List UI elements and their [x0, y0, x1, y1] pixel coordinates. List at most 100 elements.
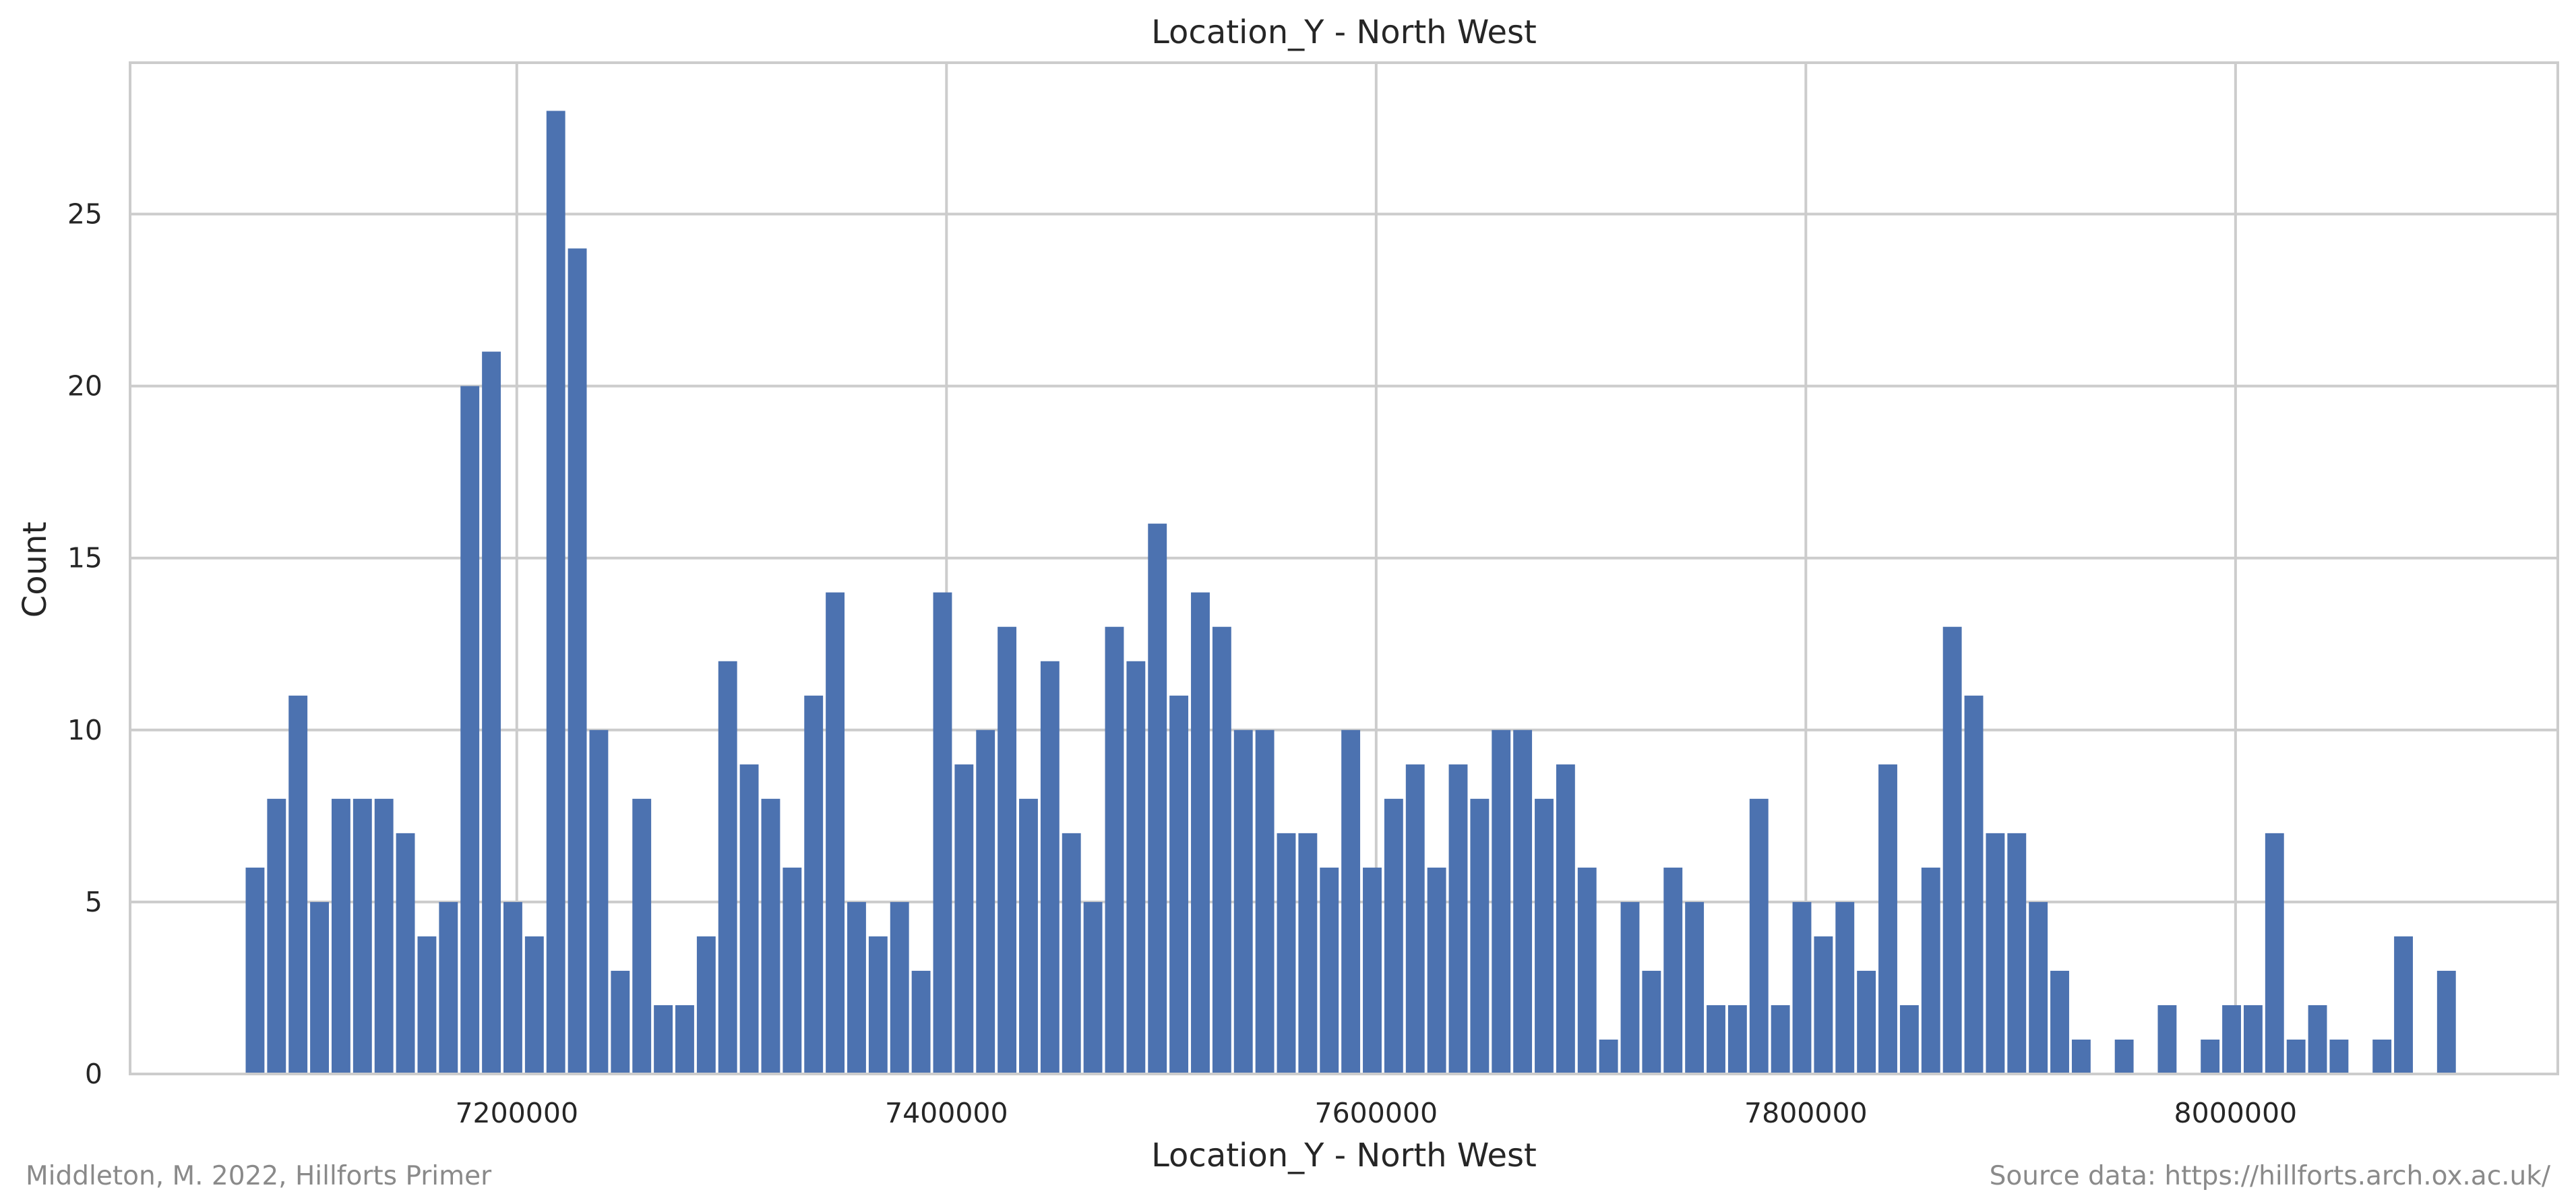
histogram-bars — [245, 111, 2456, 1074]
histogram-bar — [1878, 764, 1897, 1074]
histogram-bar — [352, 798, 372, 1074]
histogram-bar — [911, 970, 931, 1074]
histogram-bar — [568, 248, 587, 1074]
histogram-bar — [2050, 970, 2069, 1074]
histogram-bar — [2029, 901, 2048, 1074]
y-tick-labels: 0 5 10 15 20 25 — [67, 198, 102, 1090]
histogram-bar — [524, 936, 544, 1074]
histogram-bar — [503, 901, 522, 1074]
histogram-bar — [1986, 833, 2005, 1074]
histogram-bar — [826, 592, 845, 1074]
histogram-bar — [1942, 626, 1962, 1074]
histogram-bar — [675, 1005, 694, 1074]
y-axis-label: Count — [16, 522, 54, 618]
histogram-bar — [1921, 867, 1940, 1074]
histogram-bar — [1535, 798, 1554, 1074]
histogram-bar — [654, 1005, 673, 1074]
histogram-bar — [589, 729, 609, 1074]
histogram-bar — [1341, 729, 1361, 1074]
y-tick-label: 5 — [85, 886, 102, 918]
histogram-bar — [976, 729, 995, 1074]
histogram-bar — [890, 901, 909, 1074]
histogram-bar — [611, 970, 630, 1074]
x-tick-label: 8000000 — [2174, 1097, 2298, 1129]
histogram-bar — [2243, 1005, 2263, 1074]
histogram-bar — [1513, 729, 1533, 1074]
histogram-bar — [1083, 901, 1103, 1074]
histogram-bar — [1835, 901, 1855, 1074]
histogram-bar — [696, 936, 716, 1074]
histogram-bar — [2308, 1005, 2327, 1074]
histogram-bar — [2394, 936, 2413, 1074]
histogram-bar — [2114, 1039, 2134, 1074]
histogram-bar — [2222, 1005, 2241, 1074]
histogram-bar — [288, 695, 308, 1074]
histogram-bar — [1169, 695, 1189, 1074]
histogram-bar — [1427, 867, 1446, 1074]
histogram-bar — [1277, 833, 1296, 1074]
histogram-bar — [1040, 661, 1060, 1074]
histogram-bar — [1857, 970, 1876, 1074]
y-tick-label: 20 — [67, 370, 102, 402]
histogram-bar — [1577, 867, 1597, 1074]
histogram-bar — [2201, 1039, 2220, 1074]
histogram-bar — [310, 901, 329, 1074]
histogram-bar — [1814, 936, 1833, 1074]
histogram-bar — [1298, 833, 1318, 1074]
histogram-bar — [1148, 523, 1167, 1074]
x-tick-label: 7600000 — [1315, 1097, 1438, 1129]
x-tick-label: 7200000 — [455, 1097, 578, 1129]
histogram-bar — [1620, 901, 1640, 1074]
footer-credit: Middleton, M. 2022, Hillforts Primer — [26, 1161, 492, 1191]
histogram-bar — [847, 901, 866, 1074]
histogram-bar — [1792, 901, 1812, 1074]
histogram-bar — [2286, 1039, 2306, 1074]
footer-source: Source data: https://hillforts.arch.ox.a… — [1990, 1161, 2551, 1191]
histogram-bar — [396, 833, 415, 1074]
histogram-bar — [1964, 695, 1984, 1074]
histogram-bar — [1191, 592, 1210, 1074]
histogram-bar — [1707, 1005, 1725, 1074]
histogram-bar — [267, 798, 286, 1074]
histogram-bar — [632, 798, 652, 1074]
x-tick-label: 7800000 — [1744, 1097, 1868, 1129]
histogram-bar — [1685, 901, 1705, 1074]
x-tick-labels: 7200000 7400000 7600000 7800000 8000000 — [455, 1097, 2297, 1129]
plot-frame — [129, 61, 2559, 1075]
histogram-bar — [761, 798, 780, 1074]
histogram-bar — [1212, 626, 1231, 1074]
histogram-bar — [2071, 1039, 2091, 1074]
histogram-bar — [1384, 798, 1403, 1074]
histogram-bar — [2372, 1039, 2392, 1074]
histogram-bar — [1363, 867, 1382, 1074]
histogram-bar — [1492, 729, 1511, 1074]
histogram-bar — [1899, 1005, 1919, 1074]
histogram-bar — [1771, 1005, 1790, 1074]
histogram-bar — [804, 695, 824, 1074]
y-tick-label: 15 — [67, 542, 102, 574]
chart-title: Location_Y - North West — [1151, 13, 1537, 51]
histogram-bar — [1556, 764, 1575, 1074]
histogram-bar — [1405, 764, 1425, 1074]
histogram-bar — [245, 867, 265, 1074]
y-tick-label: 0 — [85, 1058, 102, 1090]
histogram-bar — [783, 867, 802, 1074]
histogram-bar — [1727, 1005, 1747, 1074]
histogram-bar — [1126, 661, 1146, 1074]
histogram-bar — [331, 798, 350, 1074]
grid-lines — [130, 63, 2558, 1074]
histogram-bar — [482, 351, 501, 1074]
histogram-bar — [718, 661, 737, 1074]
x-axis-label: Location_Y - North West — [1151, 1137, 1537, 1174]
histogram-bar — [868, 936, 888, 1074]
histogram-bar — [1663, 867, 1683, 1074]
histogram-bar — [1019, 798, 1038, 1074]
histogram-bar — [1642, 970, 1661, 1074]
histogram-bar — [2157, 1005, 2177, 1074]
histogram-bar — [439, 901, 458, 1074]
y-tick-label: 10 — [67, 714, 102, 746]
histogram-bar — [1599, 1039, 1618, 1074]
histogram-bar — [460, 386, 480, 1074]
histogram-bar — [374, 798, 394, 1074]
